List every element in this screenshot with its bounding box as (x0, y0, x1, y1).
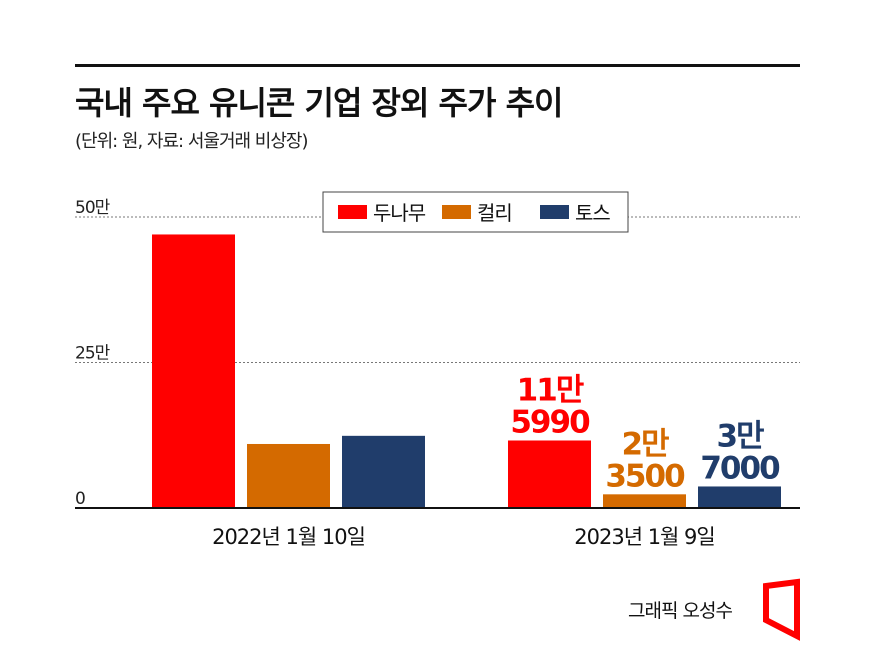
legend-label: 두나무 (373, 201, 426, 225)
data-label: 3500 (605, 458, 685, 494)
y-tick-label: 25만 (75, 344, 111, 364)
chart-subtitle: (단위: 원, 자료: 서울거래 비상장) (75, 131, 309, 152)
data-label: 5990 (510, 404, 590, 440)
legend-label: 컬리 (477, 201, 512, 225)
bar-토스 (342, 435, 425, 508)
bar-컬리 (247, 443, 330, 508)
legend-label: 토스 (575, 201, 610, 225)
legend-swatch (338, 205, 367, 219)
y-tick-label: 50만 (75, 198, 111, 218)
x-tick-label: 2023년 1월 9일 (574, 525, 714, 549)
bar-두나무 (152, 234, 235, 508)
x-tick-label: 2022년 1월 10일 (212, 525, 365, 549)
bar-두나무 (508, 440, 591, 508)
title-rule (75, 64, 800, 67)
chart-title: 국내 주요 유니콘 기업 장외 주가 추이 (75, 84, 563, 122)
legend-swatch (540, 205, 569, 219)
legend (322, 191, 629, 233)
data-label: 11만 (517, 372, 584, 408)
legend-swatch (442, 205, 471, 219)
data-label: 2만 (621, 426, 669, 462)
credit: 그래픽 오성수 (628, 600, 733, 622)
data-label: 3만 (716, 418, 764, 454)
bar-토스 (698, 486, 781, 508)
y-tick-label: 0 (75, 489, 85, 509)
data-label: 7000 (700, 450, 780, 486)
bar-컬리 (603, 494, 686, 508)
